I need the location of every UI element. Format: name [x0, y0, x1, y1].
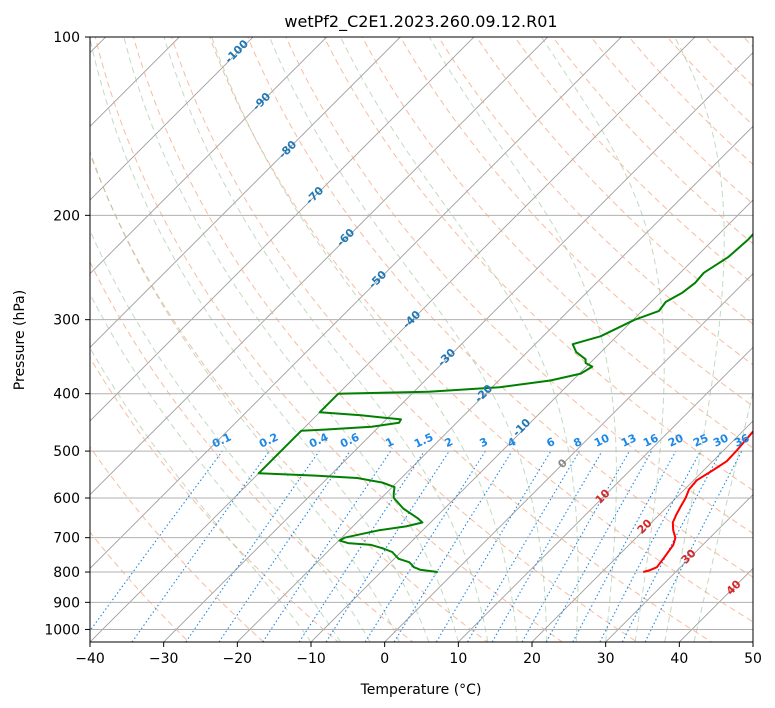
temperature-line — [642, 430, 753, 573]
x-tick-label: 0 — [380, 651, 389, 667]
x-tick-label: 50 — [744, 651, 762, 667]
isotherm-line — [457, 346, 753, 642]
dry-adiabat-line — [90, 531, 190, 642]
dry-adiabat-line — [285, 37, 753, 534]
mixing-ratio-line — [185, 450, 320, 642]
dry-adiabat-line — [247, 37, 753, 578]
dewpoint-line — [257, 232, 753, 573]
mixing-ratio-label: 30 — [711, 431, 731, 449]
dry-adiabat-line — [514, 37, 753, 285]
mixing-ratio-line — [298, 450, 425, 642]
mixing-ratio-line — [90, 450, 223, 632]
x-tick-label: 30 — [597, 651, 615, 667]
moist-adiabat-line — [90, 149, 400, 642]
chart-title: wetPf2_C2E1.2023.260.09.12.R01 — [284, 12, 557, 32]
mixing-ratio-label: 25 — [691, 431, 710, 449]
mixing-ratio-line — [521, 450, 630, 642]
moist-adiabat-line — [428, 37, 617, 642]
y-tick-label: 800 — [53, 565, 80, 581]
mixing-ratio-label: 20 — [666, 431, 686, 449]
moist-adiabat-line — [269, 37, 548, 642]
dry-adiabat-line — [90, 152, 489, 642]
isotherm-line — [384, 273, 753, 642]
mixing-ratio-label: 16 — [641, 431, 661, 449]
y-tick-label: 900 — [53, 595, 80, 611]
y-tick-label: 300 — [53, 313, 80, 329]
moist-adiabat-line — [664, 37, 725, 642]
isotherm-line — [90, 37, 696, 642]
isotherm-line — [531, 420, 753, 642]
isotherm-line — [90, 37, 401, 348]
dry-adiabat-line — [90, 446, 265, 642]
pressure-grid — [90, 37, 753, 630]
moist-adiabat-line — [123, 37, 459, 642]
y-tick-label: 600 — [53, 491, 80, 507]
moist-adiabat-line — [693, 390, 753, 642]
mixing-ratio-label: 13 — [619, 431, 638, 449]
moist-adiabat-line — [163, 37, 489, 642]
isotherm-line — [90, 37, 475, 422]
isotherm-line — [310, 199, 753, 642]
x-tick-label: −40 — [75, 651, 105, 667]
mixing-ratio-line — [262, 450, 392, 642]
isotherm-line — [605, 494, 753, 642]
y-tick-label: 500 — [53, 444, 80, 460]
dry-adiabat-line — [209, 37, 753, 623]
dry-adiabat-line — [132, 37, 638, 642]
x-tick-label: 20 — [523, 651, 541, 667]
isotherm-line — [236, 125, 753, 642]
moist-adiabat-line — [90, 293, 341, 642]
plot-frame — [89, 36, 754, 643]
x-tick-label: −10 — [296, 651, 326, 667]
dry-adiabat-line — [170, 37, 713, 642]
moist-adiabat-line — [90, 347, 312, 642]
dry-adiabat-line — [94, 37, 564, 642]
isotherm-line — [163, 52, 753, 642]
dry-adiabat-line — [361, 37, 753, 449]
isotherm-line — [90, 37, 549, 496]
mixing-ratio-line — [325, 450, 450, 642]
y-tick-label: 400 — [53, 387, 80, 403]
dry-adiabat-line — [90, 260, 414, 642]
mixing-ratio-line — [644, 450, 743, 642]
mixing-ratio-line — [218, 450, 351, 642]
x-tick-label: 10 — [449, 651, 467, 667]
moist-adiabat-line — [540, 37, 665, 642]
x-tick-label: −30 — [149, 651, 179, 667]
x-tick-label: −20 — [223, 651, 253, 667]
mixing-ratio-line — [131, 450, 270, 642]
x-axis-title: Temperature (°C) — [360, 682, 482, 698]
isotherm-line — [90, 37, 622, 569]
sounding-series — [257, 232, 753, 573]
dry-adiabat-line — [323, 37, 753, 491]
y-tick-label: 700 — [53, 531, 80, 547]
y-tick-label: 200 — [53, 208, 80, 224]
mixing-ratio-line — [545, 450, 653, 642]
mixing-ratio-label: 10 — [592, 431, 612, 449]
moist-adiabat-line — [90, 229, 371, 642]
y-tick-label: 100 — [53, 30, 80, 46]
x-axis: −40 −30 −20 −10 0 10 20 30 40 50 — [75, 642, 762, 667]
x-tick-label: 40 — [670, 651, 688, 667]
mixing-ratio-line — [393, 450, 513, 642]
background-lines — [90, 37, 753, 642]
dry-adiabat-line — [628, 37, 753, 166]
y-axis-title: Pressure (hPa) — [12, 290, 28, 390]
moist-adiabat-line — [211, 37, 518, 642]
mixing-ratio-label: 36 — [732, 431, 752, 449]
moist-adiabat-line — [340, 37, 579, 642]
isotherm-line — [90, 37, 328, 275]
y-tick-label: 1000 — [44, 622, 80, 638]
mixing-ratio-line — [572, 450, 677, 642]
dry-adiabat-line — [475, 37, 753, 325]
moist-adiabat-line — [90, 37, 430, 642]
y-axis: 100 200 300 400 500 600 700 800 900 1000 — [44, 30, 90, 638]
dry-adiabat-line — [399, 37, 753, 407]
isotherm-line — [90, 37, 254, 201]
